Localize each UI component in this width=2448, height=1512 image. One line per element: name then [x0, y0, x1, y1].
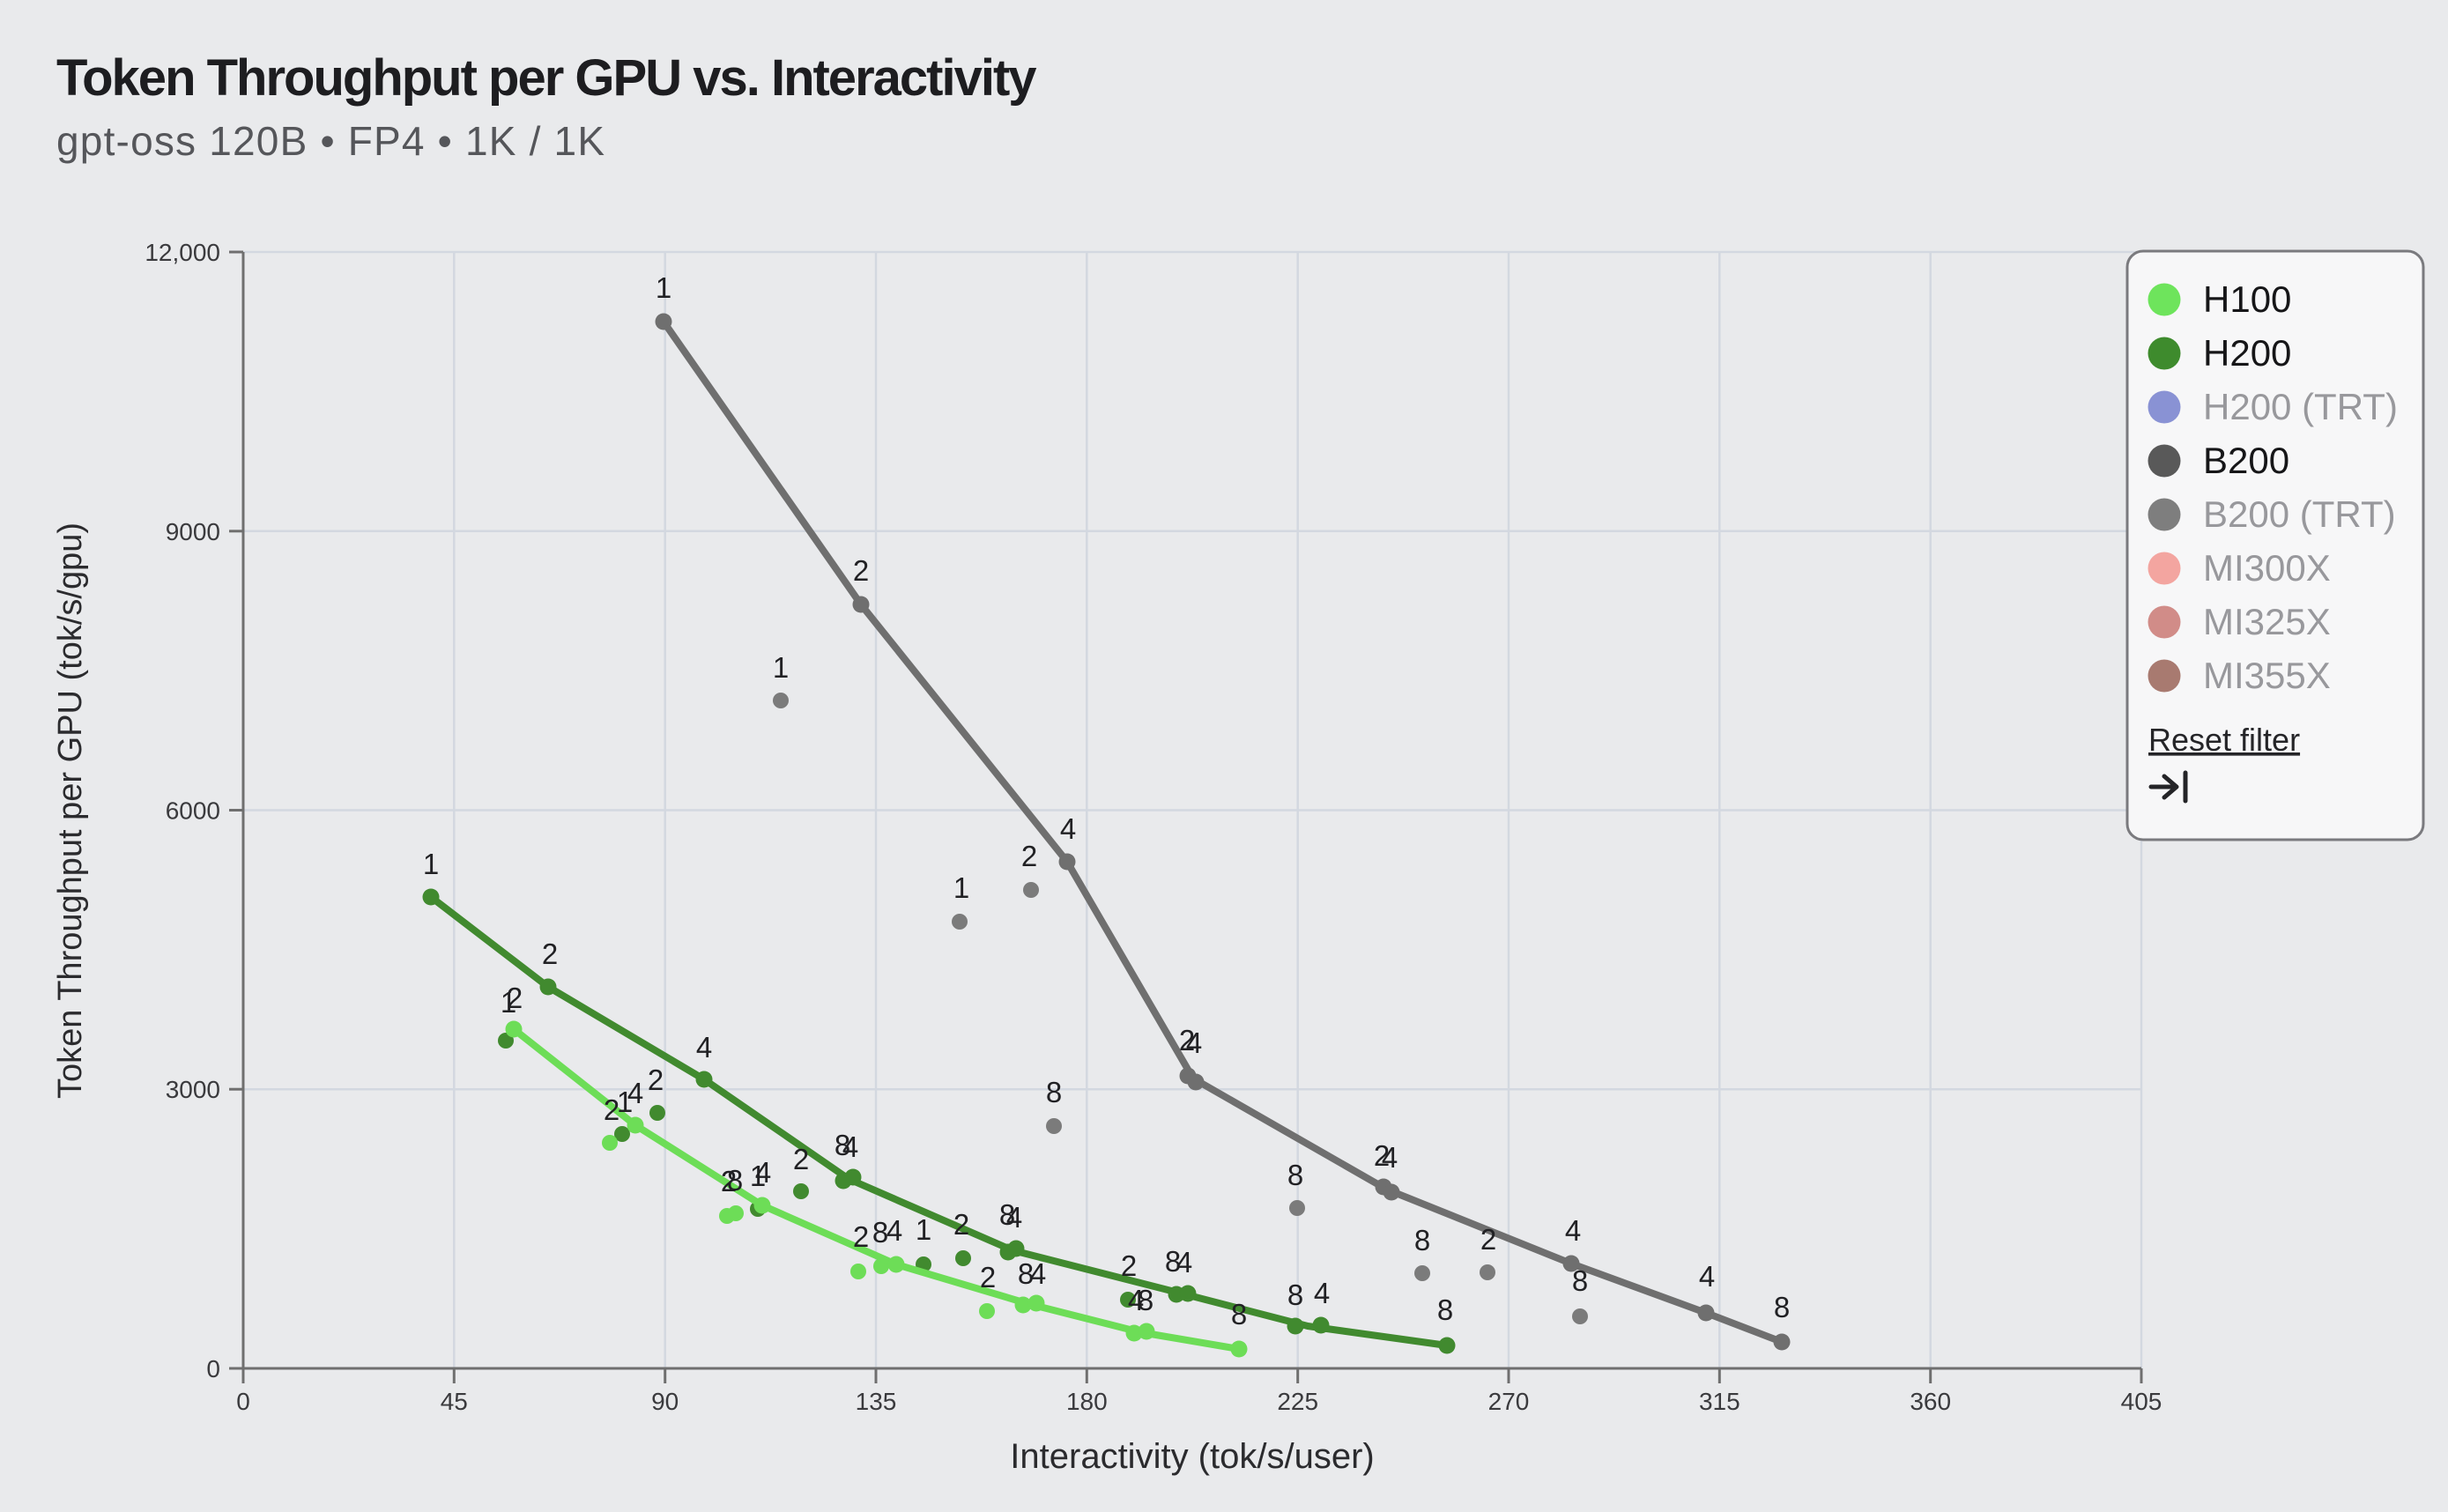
svg-text:180: 180 — [1066, 1388, 1108, 1415]
svg-text:8: 8 — [1165, 1245, 1181, 1278]
svg-text:360: 360 — [1910, 1388, 1951, 1415]
svg-text:2: 2 — [1179, 1024, 1195, 1056]
svg-text:3000: 3000 — [166, 1076, 220, 1103]
svg-text:135: 135 — [856, 1388, 897, 1415]
svg-text:2: 2 — [853, 1220, 869, 1253]
svg-text:0: 0 — [236, 1388, 250, 1415]
svg-text:2: 2 — [721, 1165, 737, 1197]
svg-text:1: 1 — [423, 848, 439, 880]
svg-text:8: 8 — [1572, 1264, 1588, 1297]
svg-text:405: 405 — [2121, 1388, 2162, 1415]
svg-text:4: 4 — [1060, 812, 1076, 845]
svg-text:Reset filter: Reset filter — [2148, 722, 2300, 758]
svg-text:8: 8 — [1138, 1284, 1154, 1316]
svg-text:4: 4 — [1030, 1257, 1046, 1290]
svg-text:Token Throughput per GPU vs. I: Token Throughput per GPU vs. Interactivi… — [56, 49, 1036, 107]
svg-text:2: 2 — [980, 1261, 996, 1293]
svg-text:4: 4 — [627, 1077, 643, 1109]
svg-text:8: 8 — [1287, 1279, 1303, 1311]
svg-text:225: 225 — [1277, 1388, 1318, 1415]
svg-text:8: 8 — [1046, 1076, 1062, 1108]
svg-text:1: 1 — [916, 1213, 931, 1246]
svg-text:B200: B200 — [2203, 440, 2289, 481]
svg-text:2: 2 — [853, 554, 869, 587]
svg-text:4: 4 — [1565, 1214, 1581, 1247]
svg-text:gpt-oss 120B • FP4 • 1K / 1K: gpt-oss 120B • FP4 • 1K / 1K — [56, 118, 605, 164]
svg-text:2: 2 — [507, 982, 523, 1014]
svg-text:1: 1 — [750, 1160, 766, 1192]
svg-text:MI325X: MI325X — [2203, 601, 2331, 642]
svg-text:8: 8 — [1414, 1224, 1430, 1256]
svg-text:8: 8 — [872, 1216, 888, 1249]
svg-text:H100: H100 — [2203, 278, 2291, 320]
svg-text:H200: H200 — [2203, 332, 2291, 374]
svg-text:6000: 6000 — [166, 797, 220, 825]
svg-text:1: 1 — [773, 651, 789, 684]
svg-text:8: 8 — [999, 1198, 1015, 1231]
svg-text:4: 4 — [1382, 1141, 1398, 1174]
svg-text:4: 4 — [1699, 1260, 1715, 1293]
svg-text:4: 4 — [886, 1214, 902, 1247]
svg-text:4: 4 — [696, 1031, 712, 1064]
svg-text:1: 1 — [656, 271, 671, 304]
svg-text:MI355X: MI355X — [2203, 655, 2331, 696]
svg-text:270: 270 — [1488, 1388, 1530, 1415]
svg-text:1: 1 — [953, 871, 969, 904]
svg-text:8: 8 — [1437, 1293, 1453, 1326]
svg-text:2: 2 — [953, 1208, 969, 1241]
svg-text:H200 (TRT): H200 (TRT) — [2203, 386, 2398, 427]
svg-text:45: 45 — [441, 1388, 468, 1415]
svg-text:90: 90 — [651, 1388, 679, 1415]
svg-text:2: 2 — [1021, 840, 1037, 872]
svg-text:4: 4 — [1176, 1246, 1192, 1279]
svg-text:8: 8 — [1287, 1159, 1303, 1191]
svg-text:Interactivity (tok/s/user): Interactivity (tok/s/user) — [1010, 1437, 1374, 1476]
svg-text:4: 4 — [1128, 1284, 1144, 1316]
svg-text:2: 2 — [1480, 1223, 1496, 1256]
svg-text:2: 2 — [1374, 1139, 1390, 1172]
svg-text:2: 2 — [1121, 1249, 1137, 1282]
svg-text:0: 0 — [206, 1355, 220, 1382]
svg-text:Token Throughput per GPU (tok/: Token Throughput per GPU (tok/s/gpu) — [52, 523, 89, 1099]
svg-text:2: 2 — [793, 1143, 809, 1175]
svg-text:2: 2 — [604, 1093, 619, 1126]
svg-text:4: 4 — [755, 1156, 771, 1189]
svg-text:4: 4 — [1314, 1277, 1330, 1309]
svg-text:4: 4 — [842, 1130, 858, 1163]
svg-text:8: 8 — [1231, 1298, 1247, 1330]
svg-text:MI300X: MI300X — [2203, 547, 2331, 589]
svg-text:8: 8 — [727, 1164, 743, 1197]
svg-text:8: 8 — [1774, 1291, 1790, 1323]
svg-text:B200 (TRT): B200 (TRT) — [2203, 493, 2396, 535]
svg-text:2: 2 — [542, 938, 558, 970]
svg-text:1: 1 — [501, 986, 516, 1019]
svg-text:315: 315 — [1699, 1388, 1740, 1415]
svg-text:12,000: 12,000 — [145, 239, 220, 266]
svg-text:9000: 9000 — [166, 518, 220, 545]
svg-text:4: 4 — [1006, 1201, 1022, 1234]
svg-text:8: 8 — [835, 1129, 850, 1161]
svg-text:1: 1 — [617, 1086, 633, 1118]
svg-text:2: 2 — [648, 1064, 664, 1096]
svg-text:8: 8 — [1018, 1257, 1034, 1290]
svg-text:4: 4 — [1186, 1027, 1202, 1059]
